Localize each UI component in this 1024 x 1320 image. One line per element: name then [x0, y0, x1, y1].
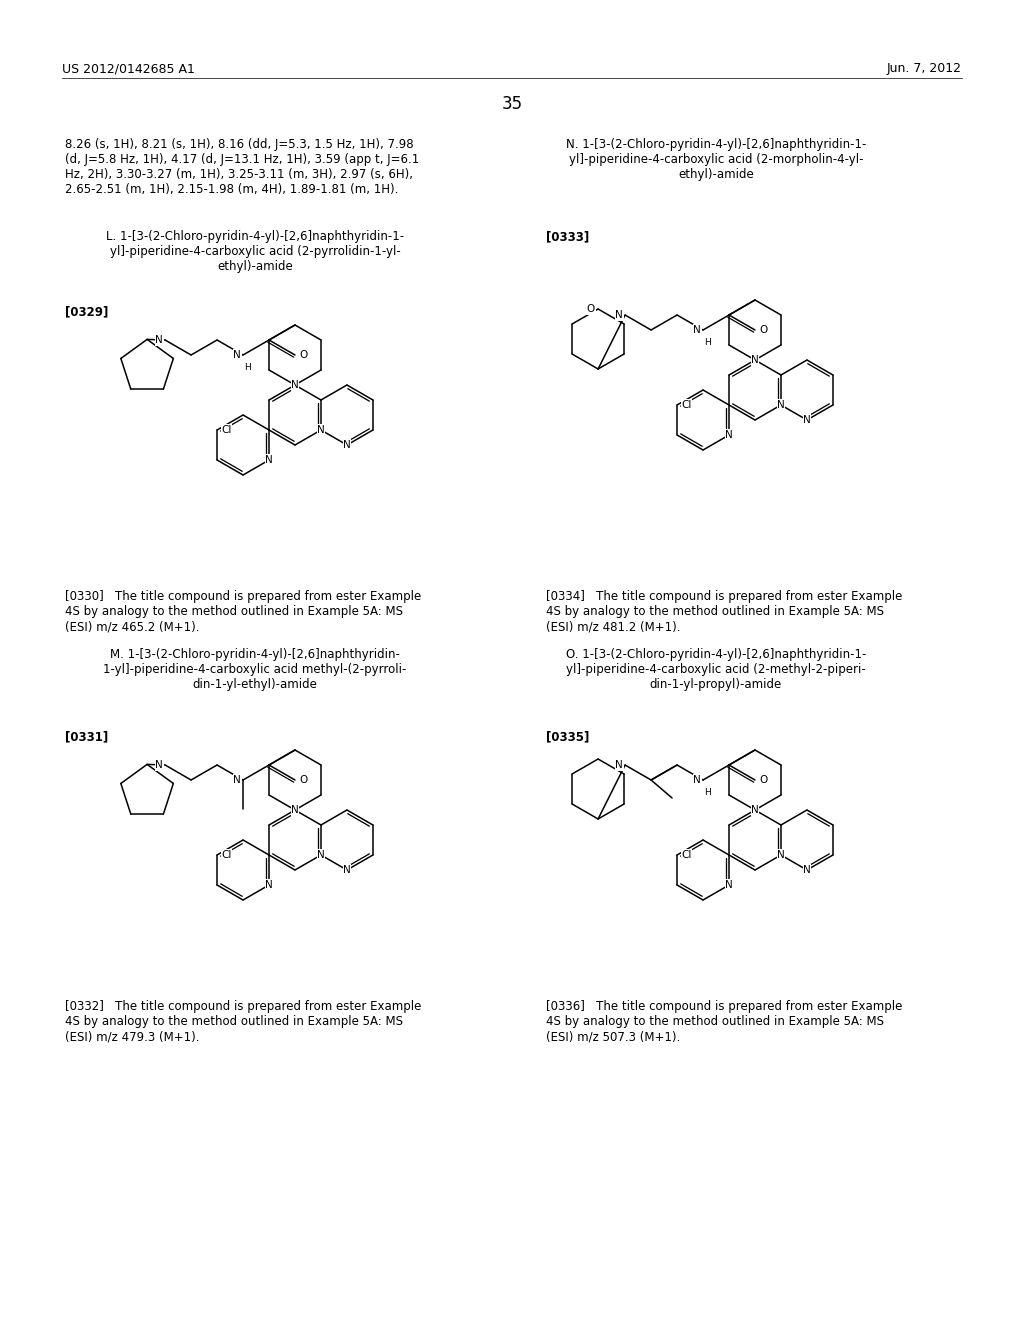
Text: 8.26 (s, 1H), 8.21 (s, 1H), 8.16 (dd, J=5.3, 1.5 Hz, 1H), 7.98
(d, J=5.8 Hz, 1H): 8.26 (s, 1H), 8.21 (s, 1H), 8.16 (dd, J=… [65, 139, 419, 195]
Text: [0335]: [0335] [546, 730, 590, 743]
Text: N: N [343, 865, 351, 875]
Text: N: N [615, 310, 623, 319]
Text: M. 1-[3-(2-Chloro-pyridin-4-yl)-[2,6]naphthyridin-
1-yl]-piperidine-4-carboxylic: M. 1-[3-(2-Chloro-pyridin-4-yl)-[2,6]nap… [103, 648, 407, 690]
Text: [0332]   The title compound is prepared from ester Example
4S by analogy to the : [0332] The title compound is prepared fr… [65, 1001, 421, 1043]
Text: [0329]: [0329] [65, 305, 109, 318]
Text: Jun. 7, 2012: Jun. 7, 2012 [887, 62, 962, 75]
Text: O: O [299, 775, 307, 785]
Text: L. 1-[3-(2-Chloro-pyridin-4-yl)-[2,6]naphthyridin-1-
yl]-piperidine-4-carboxylic: L. 1-[3-(2-Chloro-pyridin-4-yl)-[2,6]nap… [105, 230, 404, 273]
Text: N: N [233, 350, 241, 360]
Text: N: N [156, 760, 163, 770]
Text: N: N [777, 400, 784, 411]
Text: [0331]: [0331] [65, 730, 109, 743]
Text: N: N [615, 760, 623, 770]
Text: US 2012/0142685 A1: US 2012/0142685 A1 [62, 62, 195, 75]
Text: N: N [265, 880, 272, 890]
Text: [0330]   The title compound is prepared from ester Example
4S by analogy to the : [0330] The title compound is prepared fr… [65, 590, 421, 634]
Text: N: N [291, 805, 299, 814]
Text: N: N [265, 455, 272, 465]
Text: N: N [343, 440, 351, 450]
Text: N: N [777, 850, 784, 861]
Text: N: N [803, 865, 811, 875]
Text: 35: 35 [502, 95, 522, 114]
Text: [0336]   The title compound is prepared from ester Example
4S by analogy to the : [0336] The title compound is prepared fr… [546, 1001, 902, 1043]
Text: O: O [587, 304, 595, 314]
Text: Cl: Cl [221, 425, 231, 436]
Text: N: N [693, 325, 701, 335]
Text: N. 1-[3-(2-Chloro-pyridin-4-yl)-[2,6]naphthyridin-1-
yl]-piperidine-4-carboxylic: N. 1-[3-(2-Chloro-pyridin-4-yl)-[2,6]nap… [566, 139, 866, 181]
Text: O: O [759, 325, 767, 335]
Text: N: N [291, 380, 299, 389]
Text: O. 1-[3-(2-Chloro-pyridin-4-yl)-[2,6]naphthyridin-1-
yl]-piperidine-4-carboxylic: O. 1-[3-(2-Chloro-pyridin-4-yl)-[2,6]nap… [566, 648, 866, 690]
Text: N: N [752, 805, 759, 814]
Text: N: N [803, 414, 811, 425]
Text: Cl: Cl [681, 400, 691, 411]
Text: O: O [299, 350, 307, 360]
Text: [0333]: [0333] [546, 230, 589, 243]
Text: H: H [705, 788, 711, 797]
Text: N: N [317, 425, 325, 436]
Text: N: N [725, 430, 733, 440]
Text: N: N [693, 775, 701, 785]
Text: [0334]   The title compound is prepared from ester Example
4S by analogy to the : [0334] The title compound is prepared fr… [546, 590, 902, 634]
Text: N: N [317, 850, 325, 861]
Text: N: N [725, 880, 733, 890]
Text: H: H [244, 363, 251, 372]
Text: N: N [233, 775, 241, 785]
Text: Cl: Cl [681, 850, 691, 861]
Text: O: O [759, 775, 767, 785]
Text: N: N [752, 355, 759, 366]
Text: Cl: Cl [221, 850, 231, 861]
Text: H: H [705, 338, 711, 347]
Text: N: N [156, 335, 163, 345]
